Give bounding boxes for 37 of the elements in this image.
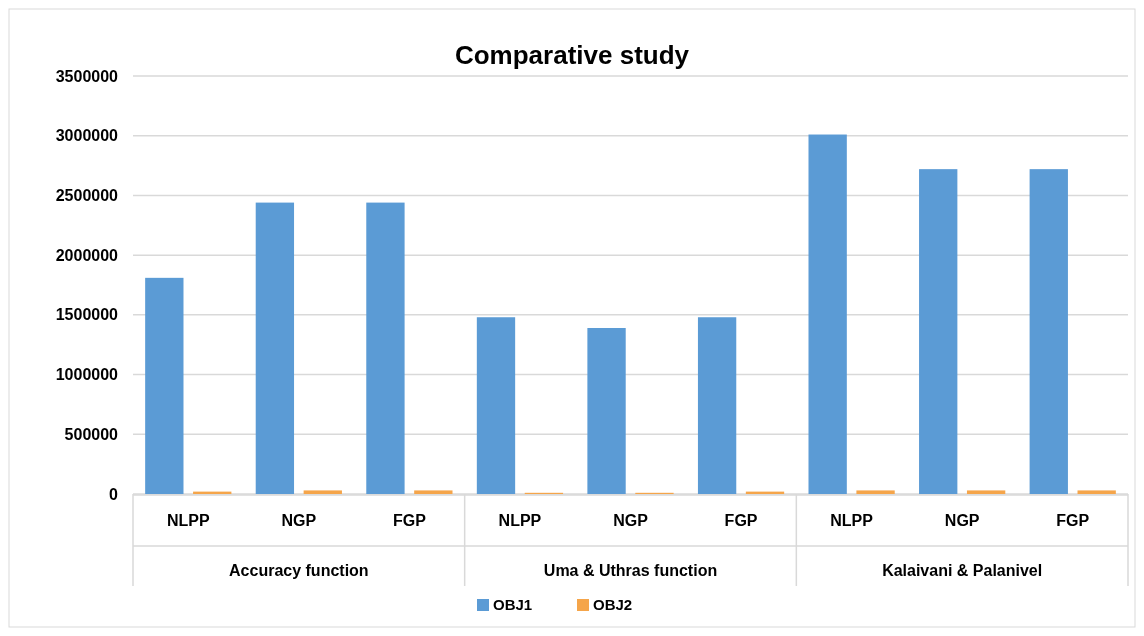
y-tick-label: 1000000 — [55, 366, 119, 384]
bar — [476, 317, 516, 494]
y-tick-label: 3000000 — [55, 127, 119, 145]
bar — [856, 490, 895, 494]
x-tick-label: FGP — [392, 512, 427, 529]
bar — [303, 490, 342, 494]
y-tick-label: 1500000 — [55, 306, 119, 324]
x-tick-label: NLPP — [166, 512, 210, 529]
x-tick-label: NGP — [281, 512, 317, 529]
bar — [966, 490, 1006, 494]
x-tick-label: FGP — [724, 512, 758, 529]
y-tick-label: 3500000 — [55, 67, 119, 85]
bar — [366, 202, 405, 494]
bar — [1077, 490, 1116, 494]
bar — [808, 134, 847, 494]
chart-title: Comparative study — [454, 40, 690, 70]
legend-label: OBJ1 — [493, 596, 533, 613]
y-tick-label: 2500000 — [55, 187, 119, 205]
text: Uma & Uthras function — [543, 562, 718, 579]
x-tick-label: FGP — [1056, 512, 1090, 529]
bar — [255, 202, 295, 494]
y-tick-label: 0 — [109, 485, 119, 503]
bar — [587, 327, 626, 494]
x-tick-label: NGP — [944, 512, 980, 529]
bar — [919, 169, 958, 494]
bar — [145, 277, 184, 494]
legend-label: OBJ2 — [593, 596, 633, 613]
bar — [414, 490, 453, 494]
bar — [1029, 169, 1068, 494]
text: Accuracy function — [229, 562, 369, 579]
y-tick-label: 500000 — [64, 425, 119, 443]
x-tick-label: NGP — [613, 512, 649, 529]
y-tick-label: 2000000 — [55, 246, 119, 264]
bar — [697, 317, 737, 494]
x-tick-label: NLPP — [498, 512, 542, 529]
text: Kalaivani & Palanivel — [882, 562, 1043, 579]
x-tick-label: NLPP — [830, 512, 874, 529]
